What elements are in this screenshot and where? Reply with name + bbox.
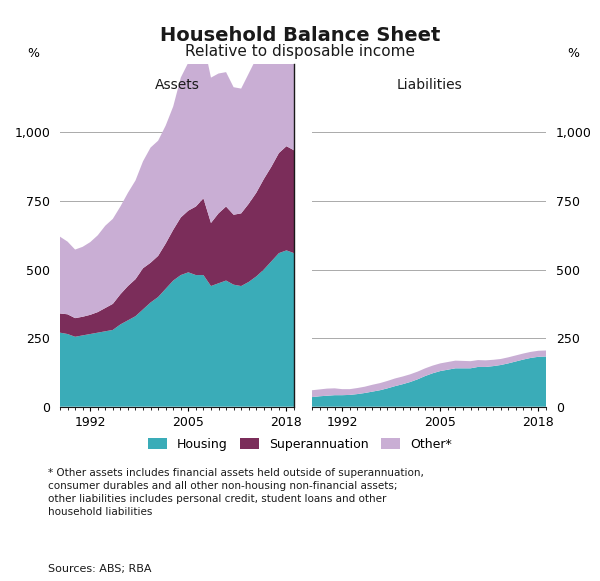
Text: %: % xyxy=(27,48,39,60)
Text: Household Balance Sheet: Household Balance Sheet xyxy=(160,26,440,45)
Text: Sources: ABS; RBA: Sources: ABS; RBA xyxy=(48,564,151,573)
Text: %: % xyxy=(567,48,579,60)
Legend: Housing, Superannuation, Other*: Housing, Superannuation, Other* xyxy=(143,433,457,456)
Text: * Other assets includes financial assets held outside of superannuation,
consume: * Other assets includes financial assets… xyxy=(48,468,424,517)
Text: Assets: Assets xyxy=(155,78,199,92)
Text: Relative to disposable income: Relative to disposable income xyxy=(185,44,415,59)
Text: Liabilities: Liabilities xyxy=(396,78,462,92)
